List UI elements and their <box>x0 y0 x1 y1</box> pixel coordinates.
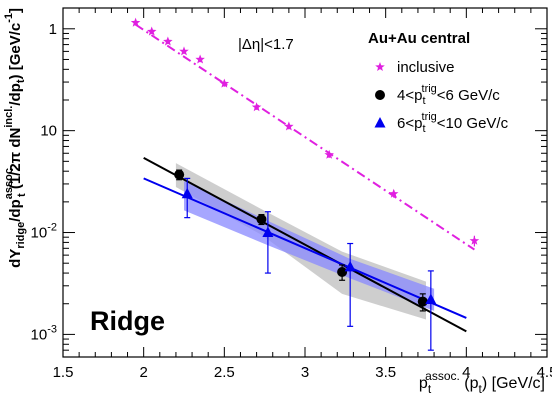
point-low-2 <box>337 266 348 277</box>
y-tick-label: 1 <box>49 21 57 38</box>
point-low-3 <box>417 296 428 307</box>
point-inclusive-4 <box>195 54 205 64</box>
point-inclusive-2 <box>163 36 173 46</box>
x-tick-label: 2.5 <box>214 364 235 381</box>
eta-cut-annotation: |Δη|<1.7 <box>238 36 294 53</box>
point-high-3 <box>425 293 437 305</box>
x-tick-label: 3.5 <box>375 364 396 381</box>
x-tick-label: 4.5 <box>537 364 552 381</box>
legend-markers <box>374 62 386 128</box>
point-inclusive-8 <box>324 149 334 159</box>
x-tick-label: 2 <box>139 364 147 381</box>
ridge-annotation: Ridge <box>90 306 165 336</box>
fit-line-low <box>143 157 467 333</box>
point-low-0 <box>174 169 185 180</box>
x-tick-label: 4 <box>462 364 470 381</box>
point-inclusive-7 <box>284 121 294 131</box>
tick-labels: 1.5 2 2.5 3 3.5 4 4.5 10-3 10-2 10 1 <box>31 21 552 381</box>
point-inclusive-9 <box>389 188 399 198</box>
y-tick-label: 10-3 <box>31 323 57 343</box>
systematic-bands <box>175 163 435 320</box>
x-tick-label: 1.5 <box>53 364 74 381</box>
y-tick-label: 10-2 <box>31 222 57 242</box>
legend-marker-star <box>375 62 385 71</box>
point-inclusive-6 <box>251 102 262 112</box>
point-high-2 <box>344 260 356 272</box>
y-tick-label: 10 <box>40 123 57 140</box>
legend-title: Au+Au central <box>368 30 470 47</box>
data-points <box>130 17 480 351</box>
x-tick-label: 3 <box>301 364 309 381</box>
plot-frame <box>62 7 548 358</box>
legend-entry-low-trig: 4<pttrig<6 GeV/c <box>397 83 500 107</box>
y-axis-label: dYridge/dpassoc.t (1/2π dNincl./dpt) [Ge… <box>3 8 28 268</box>
legend-entry-inclusive: inclusive <box>397 59 455 76</box>
point-high-1 <box>262 226 274 238</box>
point-inclusive-1 <box>147 26 157 36</box>
legend-entry-high-trig: 6<pttrig<10 GeV/c <box>397 111 509 135</box>
fit-line-inclusive <box>135 23 475 251</box>
point-inclusive-5 <box>219 78 230 88</box>
point-inclusive-10 <box>469 235 480 245</box>
point-inclusive-0 <box>130 17 141 27</box>
legend: Au+Au central inclusive 4<pttrig<6 GeV/c… <box>368 30 509 135</box>
axis-ticks <box>62 8 548 358</box>
x-axis-label: ptassoc. (pt) [GeV/c] <box>419 369 545 396</box>
point-high-0 <box>181 187 193 199</box>
point-inclusive-3 <box>179 46 189 56</box>
fit-lines <box>135 23 475 333</box>
legend-marker-triangle <box>374 117 386 128</box>
point-low-1 <box>256 214 267 225</box>
fit-line-high <box>143 177 467 319</box>
legend-marker-circle <box>375 90 385 100</box>
